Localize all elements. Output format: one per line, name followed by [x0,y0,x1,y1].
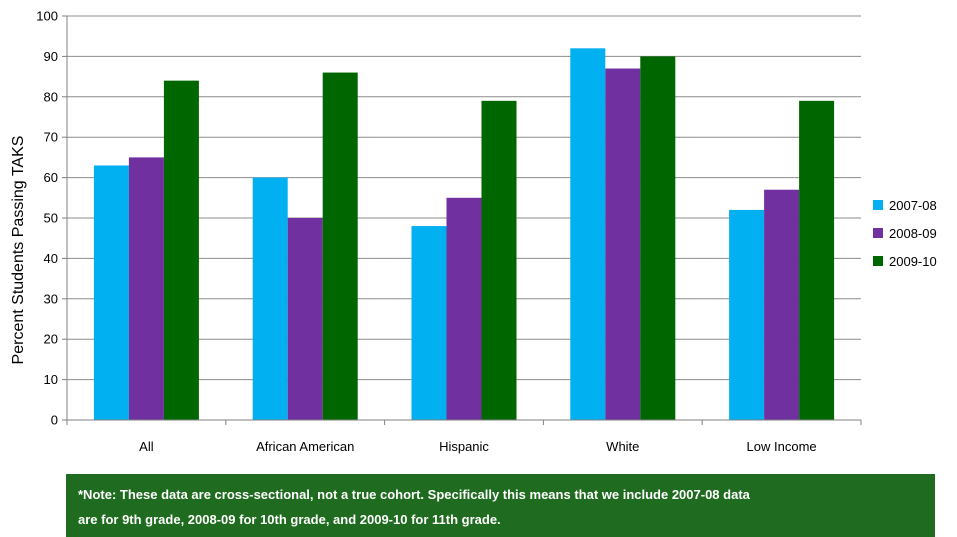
note-box: *Note: These data are cross-sectional, n… [66,474,935,537]
bar-chart: 0 10 20 30 40 50 60 70 80 90 100 All African Americ… [10,9,937,455]
y-tick-label: 90 [44,49,58,64]
bar-2007-08-african-american [252,177,288,420]
bar-2009-10-african-american [322,72,358,420]
bar-2009-10-low-income [799,100,835,420]
y-tick-label: 60 [44,170,58,185]
bar-2008-09-all [128,157,164,420]
legend-label: 2008-09 [889,226,937,241]
bar-2008-09-white [605,68,641,421]
y-tick-label: 70 [44,130,58,145]
axes [62,15,862,425]
x-tick-label: White [606,439,639,454]
y-tick-label: 20 [44,332,58,347]
x-tick-label: African American [256,439,354,454]
bars [93,48,835,421]
y-tick-label: 30 [44,291,58,306]
bar-2008-09-african-american [287,218,323,420]
bar-2009-10-hispanic [481,100,517,420]
y-tick-label: 100 [36,9,58,24]
bar-2007-08-white [570,48,606,420]
bar-2007-08-low-income [729,209,765,420]
legend-swatch [873,200,883,210]
legend: 2007-08 2008-09 2009-10 [873,198,937,269]
bar-2007-08-hispanic [411,226,447,420]
x-tick-label: Low Income [747,439,817,454]
x-tick-label: All [139,439,154,454]
y-tick-label: 0 [51,413,58,428]
y-tick-label: 40 [44,251,58,266]
bar-2009-10-white [640,56,676,421]
note-line-1: *Note: These data are cross-sectional, n… [78,487,750,502]
bar-2009-10-all [163,80,199,420]
y-axis-label: Percent Students Passing TAKS [10,136,27,365]
bar-2008-09-low-income [764,189,800,420]
y-tick-label: 80 [44,89,58,104]
bar-2008-09-hispanic [446,197,482,420]
bar-2007-08-all [93,165,129,420]
legend-label: 2007-08 [889,198,937,213]
y-tick-label: 10 [44,372,58,387]
legend-swatch [873,228,883,238]
y-tick-labels: 0 10 20 30 40 50 60 70 80 90 100 [36,9,58,428]
y-tick-label: 50 [44,211,58,226]
x-tick-label: Hispanic [439,439,489,454]
legend-swatch [873,256,883,266]
x-tick-labels: All African American Hispanic White Low Inco… [139,439,816,454]
note-line-2: are for 9th grade, 2008-09 for 10th grad… [78,512,501,527]
legend-label: 2009-10 [889,254,937,269]
